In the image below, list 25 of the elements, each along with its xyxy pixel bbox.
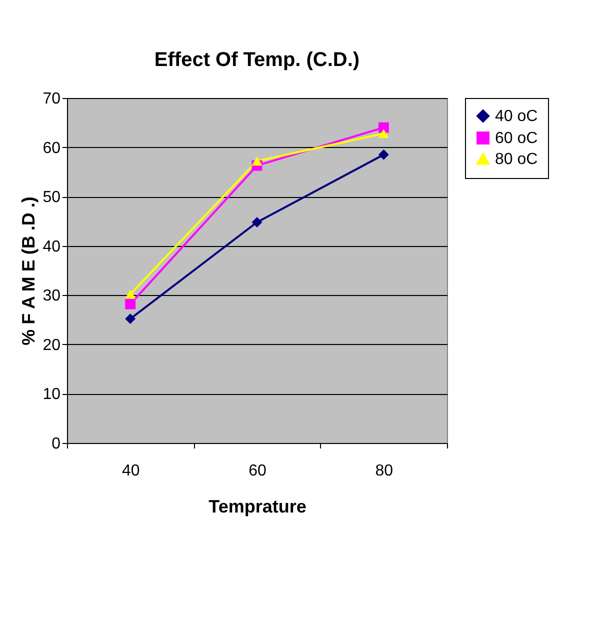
y-tick-label: 60 (42, 140, 61, 157)
x-tick-label: 80 (375, 462, 394, 480)
x-tick-label: 60 (248, 462, 266, 480)
legend-label: 80 oC (495, 151, 538, 168)
chart-title: Effect Of Temp. (C.D.) (154, 49, 360, 71)
legend-label: 60 oC (495, 130, 538, 147)
point (378, 128, 389, 138)
y-tick-label: 10 (42, 386, 61, 404)
legend-label: 40 oC (495, 108, 538, 125)
point (125, 314, 136, 324)
y-tick-label: 50 (42, 189, 61, 206)
point (378, 122, 389, 133)
y-tick-label: 40 (42, 238, 61, 256)
point (378, 149, 389, 160)
y-tick-label: 30 (42, 288, 61, 305)
point (252, 216, 262, 228)
y-tick-label: 70 (42, 90, 61, 108)
y-tick-label: 20 (42, 336, 61, 354)
y-tick-label: 0 (52, 436, 61, 452)
point (125, 290, 136, 299)
point (125, 298, 136, 310)
y-axis-title: % F A M E (B .D .) (18, 196, 39, 346)
point (252, 156, 262, 166)
x-axis-title: Temprature (208, 496, 306, 516)
x-tick-label: 40 (122, 462, 140, 480)
